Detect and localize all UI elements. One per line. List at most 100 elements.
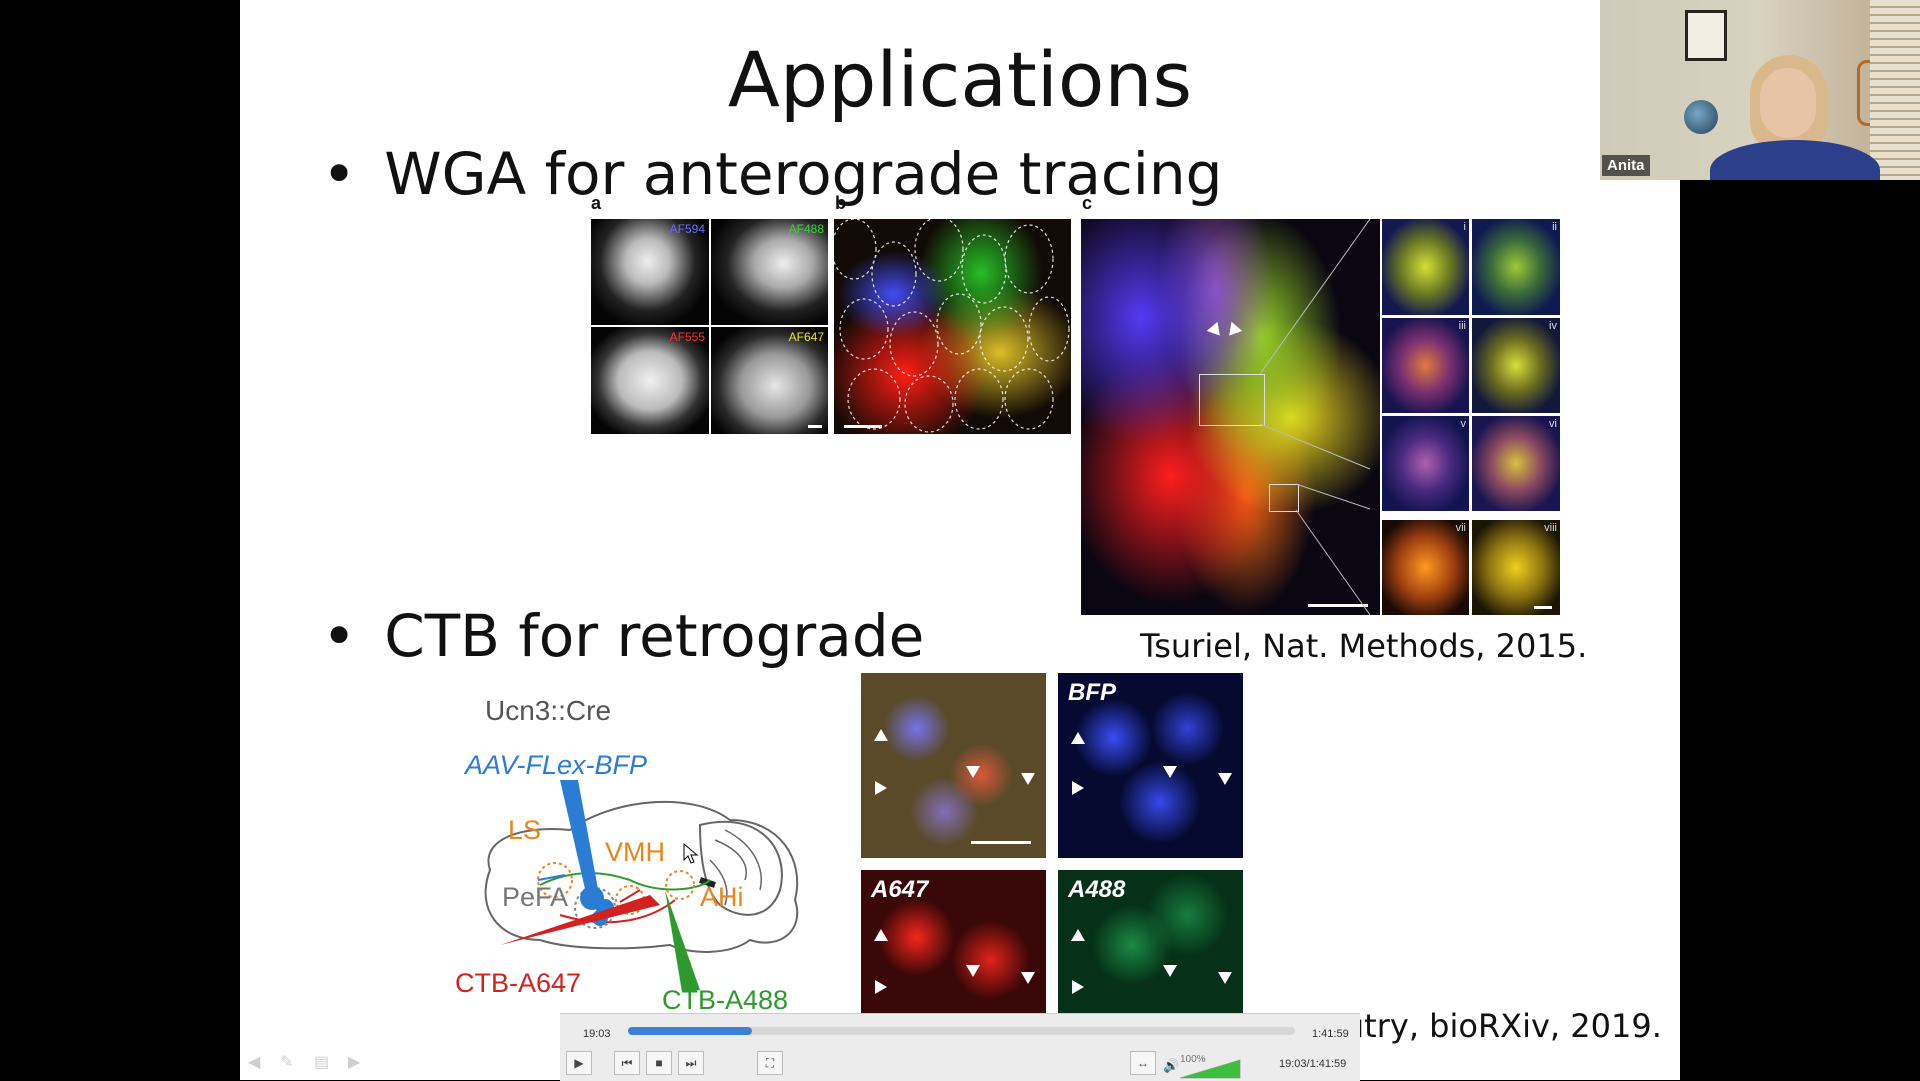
bullet-ctb: • CTB for retrograde bbox=[322, 602, 924, 670]
channel-label-af555: AF555 bbox=[669, 330, 705, 344]
panel-b-cell-outlines bbox=[834, 219, 1070, 433]
mouse-cursor-icon bbox=[683, 843, 699, 864]
scale-bar bbox=[808, 425, 822, 428]
inset-viii: viii bbox=[1472, 520, 1560, 615]
arrowhead-icon bbox=[1163, 766, 1177, 778]
micro-merged-image bbox=[861, 673, 1046, 858]
micro-a488-label: A488 bbox=[1068, 876, 1126, 903]
arrowhead-icon bbox=[1163, 965, 1177, 977]
arrowhead-icon bbox=[966, 766, 980, 778]
bullet-wga: • WGA for anterograde tracing bbox=[322, 140, 1222, 208]
panel-a-letter: a bbox=[591, 193, 602, 213]
globe bbox=[1684, 100, 1718, 134]
skip-back-icon: ⏮ bbox=[621, 1055, 633, 1070]
arrowhead-icon bbox=[1071, 732, 1085, 744]
stretch-icon: ↔ bbox=[1137, 1056, 1149, 1070]
panel-c-letter: c bbox=[1082, 193, 1093, 213]
scale-bar bbox=[844, 425, 882, 428]
tracer-a488-label: CTB-A488 bbox=[662, 985, 789, 1015]
play-button[interactable]: ▶ bbox=[566, 1051, 592, 1075]
person-face bbox=[1760, 68, 1816, 138]
micro-a647-label: A647 bbox=[871, 876, 929, 903]
arrowhead-icon bbox=[874, 729, 888, 741]
arrowhead-icon bbox=[1072, 980, 1084, 994]
scale-bar bbox=[971, 841, 1031, 844]
next-button[interactable]: ⏭ bbox=[678, 1051, 704, 1075]
skip-forward-icon: ⏭ bbox=[685, 1055, 697, 1070]
citation-tsuriel: Tsuriel, Nat. Methods, 2015. bbox=[1140, 627, 1588, 665]
time-readout: 19:03/1:41:59 bbox=[1279, 1058, 1347, 1070]
arrowhead-icon bbox=[875, 980, 887, 994]
roi-box-small bbox=[1269, 484, 1299, 512]
total-time: 1:41:59 bbox=[1312, 1028, 1349, 1040]
window-blinds bbox=[1870, 0, 1920, 180]
arrowhead-icon bbox=[1218, 972, 1232, 984]
region-pefa-label: PeFA bbox=[502, 882, 569, 912]
aspect-ratio-button[interactable]: ↔ bbox=[1130, 1051, 1156, 1075]
micro-a647-image: A647 bbox=[861, 870, 1046, 1020]
diagram-strain-label: Ucn3::Cre bbox=[485, 695, 612, 726]
region-ahi-label: AHi bbox=[700, 882, 744, 912]
channel-label-af647: AF647 bbox=[788, 330, 824, 344]
scale-bar bbox=[1308, 604, 1368, 607]
arrowhead-icon bbox=[1021, 972, 1035, 984]
volume-label: 100% bbox=[1180, 1054, 1206, 1065]
tracer-a647-label: CTB-A647 bbox=[455, 968, 582, 998]
inset-vi: vi bbox=[1472, 416, 1560, 511]
fullscreen-icon: ⛶ bbox=[765, 1055, 775, 1070]
panel-a-af647-image: AF647 bbox=[711, 327, 828, 434]
arrowhead-icon bbox=[1071, 929, 1085, 941]
panel-c-merged-image bbox=[1081, 219, 1380, 615]
inset-ii: ii bbox=[1472, 219, 1560, 315]
inset-vii: vii bbox=[1382, 520, 1469, 615]
arrowhead-icon bbox=[875, 781, 887, 795]
seek-bar-progress bbox=[628, 1027, 753, 1035]
bullet-wga-text: WGA for anterograde tracing bbox=[384, 140, 1223, 208]
volume-icon[interactable]: 🔊 bbox=[1163, 1058, 1180, 1073]
micro-a488-image: A488 bbox=[1058, 870, 1243, 1020]
panel-a-af555-image: AF555 bbox=[591, 327, 709, 434]
micro-bfp-label: BFP bbox=[1068, 679, 1116, 706]
region-ls-label: LS bbox=[508, 815, 542, 845]
pen-icon[interactable]: ✎ bbox=[280, 1054, 294, 1071]
volume-slider[interactable] bbox=[1180, 1058, 1250, 1080]
slides-menu-icon[interactable]: ▤ bbox=[314, 1054, 330, 1071]
arrowhead-icon bbox=[1072, 781, 1084, 795]
channel-label-af594: AF594 bbox=[669, 222, 705, 236]
channel-label-af488: AF488 bbox=[788, 222, 824, 236]
inset-v: v bbox=[1382, 416, 1469, 511]
micro-bfp-image: BFP bbox=[1058, 673, 1243, 858]
slide: Applications • WGA for anterograde tracin… bbox=[240, 0, 1680, 1080]
inset-iv: iv bbox=[1472, 318, 1560, 413]
roi-box-large bbox=[1199, 374, 1265, 426]
bullet-dot: • bbox=[322, 140, 357, 208]
zoom-connector-lines bbox=[1259, 219, 1371, 616]
slide-title: Applications bbox=[727, 35, 1193, 124]
panel-b-merged-image bbox=[834, 219, 1071, 434]
previous-button[interactable]: ⏮ bbox=[614, 1051, 640, 1075]
person-shoulders bbox=[1710, 140, 1880, 180]
panel-b-letter: b bbox=[835, 193, 846, 213]
stop-icon: ■ bbox=[655, 1056, 663, 1070]
arrowhead-icon bbox=[1021, 773, 1035, 785]
fullscreen-button[interactable]: ⛶ bbox=[757, 1051, 783, 1075]
seek-bar[interactable] bbox=[628, 1027, 1295, 1035]
play-icon: ▶ bbox=[574, 1056, 584, 1070]
arrowhead-icon bbox=[966, 965, 980, 977]
panel-a-af594-image: AF594 bbox=[591, 219, 709, 325]
wall-frame bbox=[1685, 10, 1727, 61]
inset-i: i bbox=[1382, 219, 1469, 315]
inset-iii: iii bbox=[1382, 318, 1469, 413]
region-vmh-label: VMH bbox=[605, 837, 665, 867]
previous-slide-icon[interactable]: ◀ bbox=[248, 1054, 261, 1071]
webcam-tile: Anita bbox=[1600, 0, 1920, 180]
arrowhead-icon bbox=[874, 929, 888, 941]
stop-button[interactable]: ■ bbox=[646, 1051, 672, 1075]
next-slide-icon[interactable]: ▶ bbox=[348, 1054, 361, 1071]
diagram-virus-label: AAV-FLex-BFP bbox=[465, 750, 648, 780]
brain-schematic bbox=[484, 780, 799, 992]
media-player-controls: 19:03 1:41:59 ▶ ⏮ ■ ⏭ ⛶ ↔ 🔊 100% 19:03/1… bbox=[560, 1013, 1360, 1081]
citation-autry: Autry, bioRXiv, 2019. bbox=[1322, 1007, 1662, 1045]
bullet-dot: • bbox=[322, 602, 357, 670]
panel-a-af488-image: AF488 bbox=[711, 219, 828, 325]
